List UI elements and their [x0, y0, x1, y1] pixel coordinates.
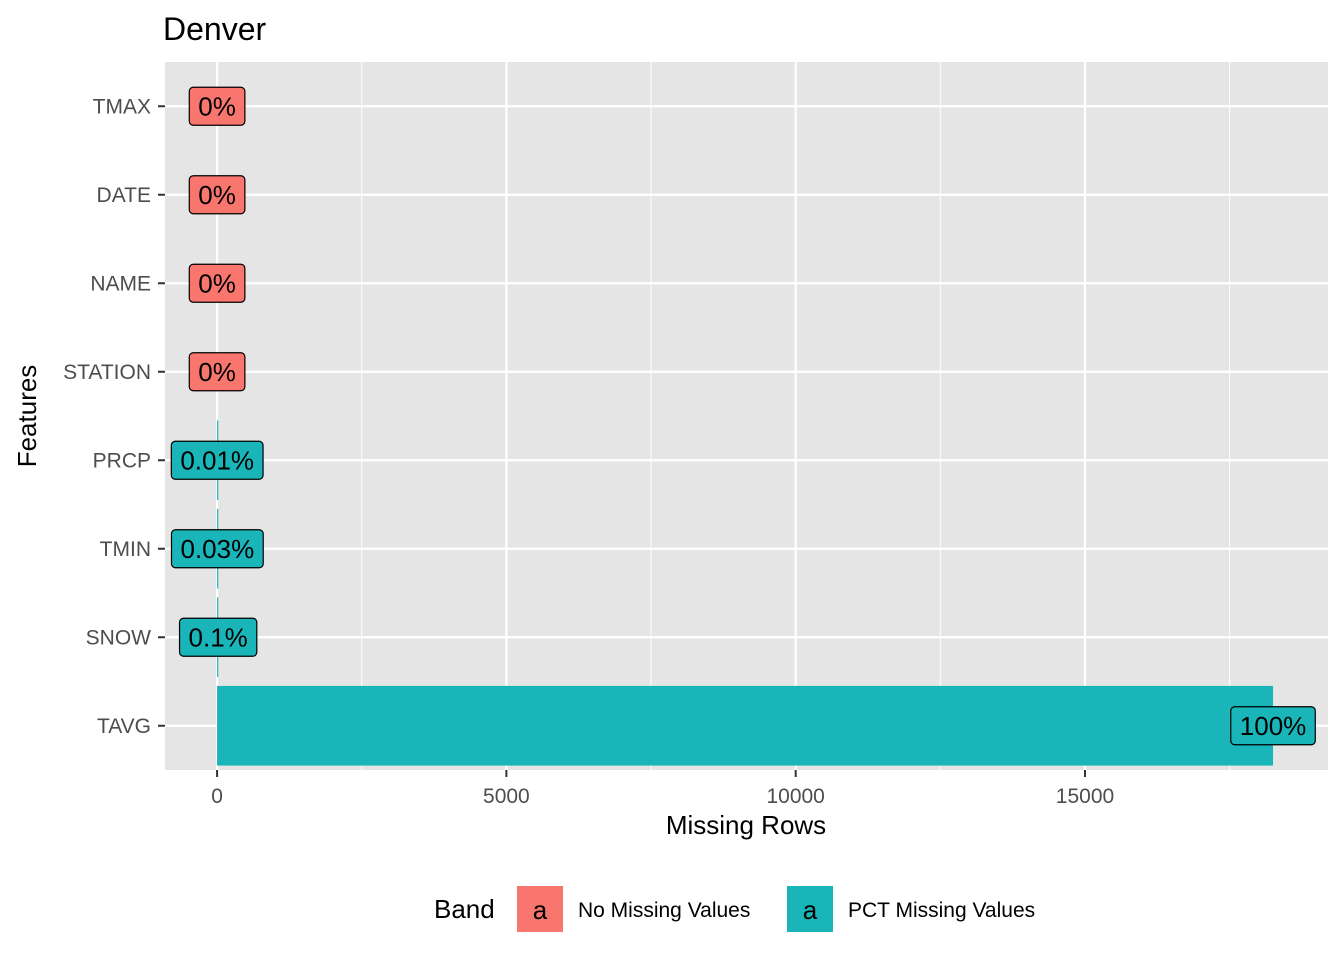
data-label-box [188, 263, 246, 303]
data-label-text: 100% [1240, 711, 1307, 741]
legend-entry-label: No Missing Values [578, 899, 750, 922]
data-label-name: 0% [188, 263, 246, 303]
y-tick-label: NAME [90, 272, 151, 295]
data-labels: 0% 0% 0% 0% 0.01% 0.03% 0.1% 100% [170, 86, 1316, 746]
y-tick-label: TMAX [93, 95, 151, 118]
data-label-text: 0% [198, 180, 236, 210]
data-label-text: 0% [198, 91, 236, 121]
x-tick-label: 10000 [766, 785, 824, 808]
data-label-box [188, 86, 246, 126]
y-tick-label: TAVG [97, 715, 151, 738]
data-label-text: 0% [198, 268, 236, 298]
bars [217, 420, 1274, 766]
data-label-box [1230, 706, 1316, 746]
x-tick-label: 0 [211, 785, 223, 808]
legend: Band a No Missing Values a PCT Missing Value… [434, 886, 1035, 932]
x-axis: 0 5000 10000 15000 [211, 770, 1114, 808]
y-axis: TMAX DATE NAME STATION PRCP TMIN SNOW TAVG [63, 95, 165, 738]
x-tick-label: 5000 [483, 785, 530, 808]
y-tick-label: STATION [63, 361, 151, 384]
y-tick-label: TMIN [100, 538, 151, 561]
data-label-box [188, 175, 246, 215]
data-label-box [188, 352, 246, 392]
data-label-text: 0.01% [180, 445, 254, 475]
plot-panel [165, 62, 1328, 770]
data-label-snow: 0.1% [178, 617, 258, 657]
y-tick-label: SNOW [86, 626, 152, 649]
x-axis-title: Missing Rows [666, 810, 826, 840]
data-label-box [170, 529, 264, 569]
legend-key-glyph: a [533, 895, 548, 925]
data-label-tmax: 0% [188, 86, 246, 126]
data-label-prcp: 0.01% [170, 440, 264, 480]
legend-key-glyph: a [803, 895, 818, 925]
y-tick-label: DATE [97, 184, 151, 207]
x-tick-label: 15000 [1056, 785, 1114, 808]
chart-title: Denver [163, 11, 267, 47]
data-label-tavg: 100% [1230, 706, 1316, 746]
bar-tavg [217, 685, 1274, 766]
data-label-box [178, 617, 258, 657]
legend-entry: a No Missing Values [517, 886, 750, 932]
data-label-station: 0% [188, 352, 246, 392]
legend-key [517, 886, 563, 932]
grid-lines [165, 62, 1328, 770]
data-label-text: 0.1% [189, 622, 248, 652]
data-label-text: 0% [198, 357, 236, 387]
data-label-text: 0.03% [180, 534, 254, 564]
data-label-box [170, 440, 264, 480]
legend-title: Band [434, 894, 495, 924]
legend-entry-label: PCT Missing Values [848, 899, 1035, 922]
data-label-tmin: 0.03% [170, 529, 264, 569]
legend-key [787, 886, 833, 932]
legend-entry: a PCT Missing Values [787, 886, 1035, 932]
y-tick-label: PRCP [93, 449, 151, 472]
data-label-date: 0% [188, 175, 246, 215]
y-axis-title: Features [12, 365, 42, 468]
